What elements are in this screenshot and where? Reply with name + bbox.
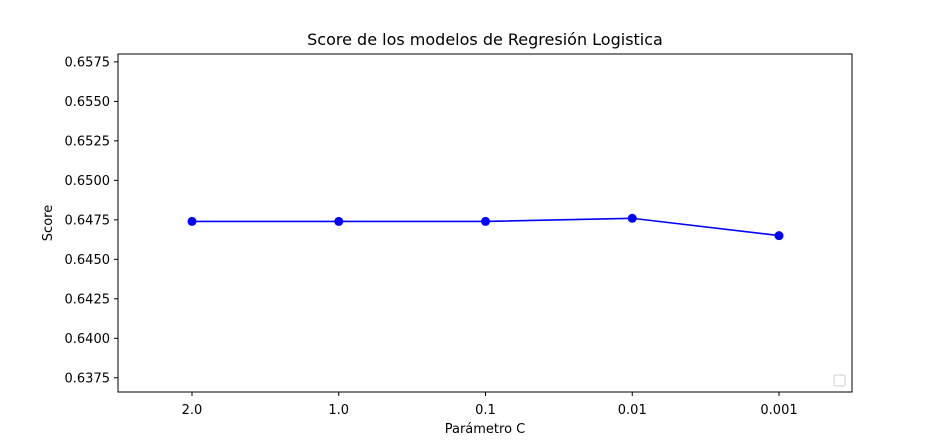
x-tick-label: 2.0 bbox=[182, 403, 203, 418]
x-tick-label: 1.0 bbox=[328, 403, 349, 418]
y-tick-label: 0.6425 bbox=[65, 292, 111, 307]
y-tick-label: 0.6575 bbox=[65, 55, 111, 70]
y-axis-ticks: 0.6375 0.6400 0.6425 0.6450 0.6475 0.6500 0.65… bbox=[65, 55, 118, 386]
y-tick-label: 0.6550 bbox=[65, 95, 111, 110]
y-tick-label: 0.6500 bbox=[65, 174, 111, 189]
y-tick-label: 0.6375 bbox=[65, 371, 111, 386]
data-point bbox=[774, 231, 784, 241]
data-point bbox=[627, 213, 637, 223]
data-point bbox=[187, 216, 197, 226]
x-axis-label: Parámetro C bbox=[445, 422, 526, 437]
data-point bbox=[481, 216, 490, 226]
y-axis-label: Score bbox=[41, 205, 56, 241]
series-group bbox=[187, 213, 784, 241]
x-tick-label: 0.001 bbox=[760, 403, 797, 418]
chart-title: Score de los modelos de Regresión Logist… bbox=[307, 30, 663, 49]
y-tick-label: 0.6475 bbox=[65, 213, 111, 228]
x-tick-label: 0.1 bbox=[475, 403, 496, 418]
y-tick-label: 0.6525 bbox=[65, 134, 111, 149]
plot-frame bbox=[117, 53, 853, 393]
x-axis-ticks: 2.0 1.0 0.1 0.01 0.001 bbox=[182, 392, 798, 418]
y-tick-label: 0.6400 bbox=[65, 332, 111, 347]
x-tick-label: 0.01 bbox=[618, 403, 647, 418]
legend-box bbox=[833, 374, 846, 387]
data-point bbox=[334, 216, 344, 226]
y-tick-label: 0.6450 bbox=[65, 253, 111, 268]
